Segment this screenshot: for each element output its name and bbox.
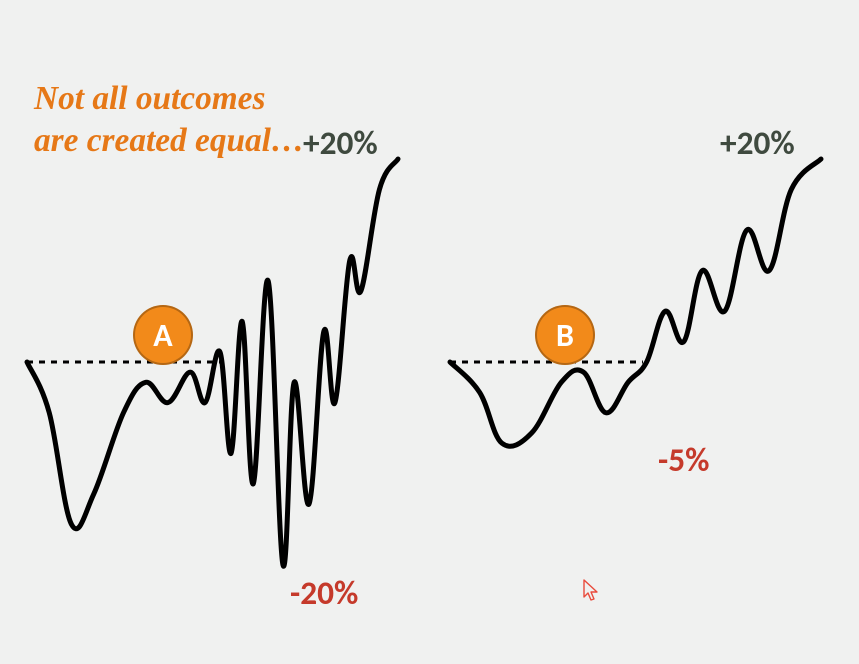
curve <box>450 159 821 446</box>
label-a-bottom: -20% <box>290 572 358 613</box>
label-a-top: +20% <box>303 122 378 163</box>
label-b-bottom: -5% <box>658 439 709 480</box>
badge-b: B <box>535 305 595 365</box>
badge-a: A <box>133 305 193 365</box>
chart-b <box>0 0 859 664</box>
slide-canvas: { "title": { "line1": "Not all outcomes"… <box>0 0 859 664</box>
badge-b-letter: B <box>556 316 574 355</box>
badge-a-letter: A <box>153 316 172 355</box>
label-b-top: +20% <box>720 122 795 163</box>
